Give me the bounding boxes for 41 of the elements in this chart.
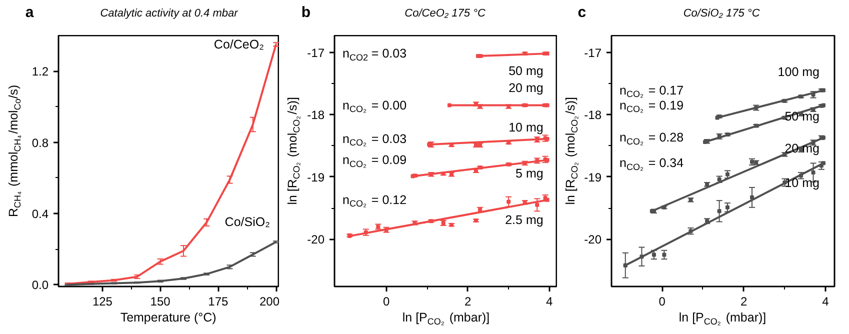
y-tick-label: -20 xyxy=(307,232,325,247)
y-tick-label: 0.0 xyxy=(32,278,49,292)
chart-title: Co/SiO₂ 175 °C xyxy=(683,8,760,20)
y-tick-label: -17 xyxy=(584,46,602,60)
x-tick-label: 4 xyxy=(546,294,554,308)
y-axis-title: ln [RCO₂ (molCO₂/s)] xyxy=(564,96,580,205)
x-tick-label: 0 xyxy=(382,294,390,308)
series-label: 2.5 mg xyxy=(505,212,544,227)
series-label: Co/CeO₂ xyxy=(214,37,264,52)
y-tick-label: -20 xyxy=(584,232,602,247)
text: c xyxy=(578,4,586,21)
series-label: Co/SiO₂ xyxy=(224,214,270,229)
y-tick-label: 0.8 xyxy=(32,136,49,150)
x-tick-label: 200 xyxy=(259,294,280,308)
x-tick-label: 4 xyxy=(822,294,830,308)
y-tick-label: 0.4 xyxy=(32,207,49,222)
x-tick-label: 2 xyxy=(464,294,472,308)
text: a xyxy=(25,4,34,21)
y-tick-label: -19 xyxy=(584,170,602,184)
chart-title: Catalytic activity at 0.4 mbar xyxy=(100,8,240,20)
y-tick-label: -18 xyxy=(307,108,325,122)
series-label: 20 mg xyxy=(508,81,544,96)
y-tick-label: -18 xyxy=(584,108,602,122)
series-label: 100 mg xyxy=(778,65,820,80)
series-label: 10 mg xyxy=(508,120,544,135)
x-tick-label: 2 xyxy=(740,294,748,308)
series-label: 5 mg xyxy=(516,166,544,180)
series-label: 10 mg xyxy=(784,176,820,190)
series-label: 50 mg xyxy=(508,64,544,78)
x-tick-label: 150 xyxy=(150,294,171,308)
y-tick-label: -17 xyxy=(307,46,325,60)
x-tick-label: 0 xyxy=(658,294,666,308)
x-axis-title: Temperature (°C) xyxy=(120,310,216,324)
x-tick-label: 175 xyxy=(208,294,229,308)
chart-title: Co/CeO₂ 175 °C xyxy=(404,8,486,20)
y-tick-label: -19 xyxy=(307,170,325,184)
text: b xyxy=(301,4,310,21)
y-axis-title: RCH₄ (mmolCH₄/molCo/s) xyxy=(6,84,22,217)
y-axis-title: ln [RCO₂ (molCO₂/s)] xyxy=(286,96,302,205)
x-tick-label: 125 xyxy=(92,294,113,308)
y-tick-label: 1.2 xyxy=(32,64,49,79)
